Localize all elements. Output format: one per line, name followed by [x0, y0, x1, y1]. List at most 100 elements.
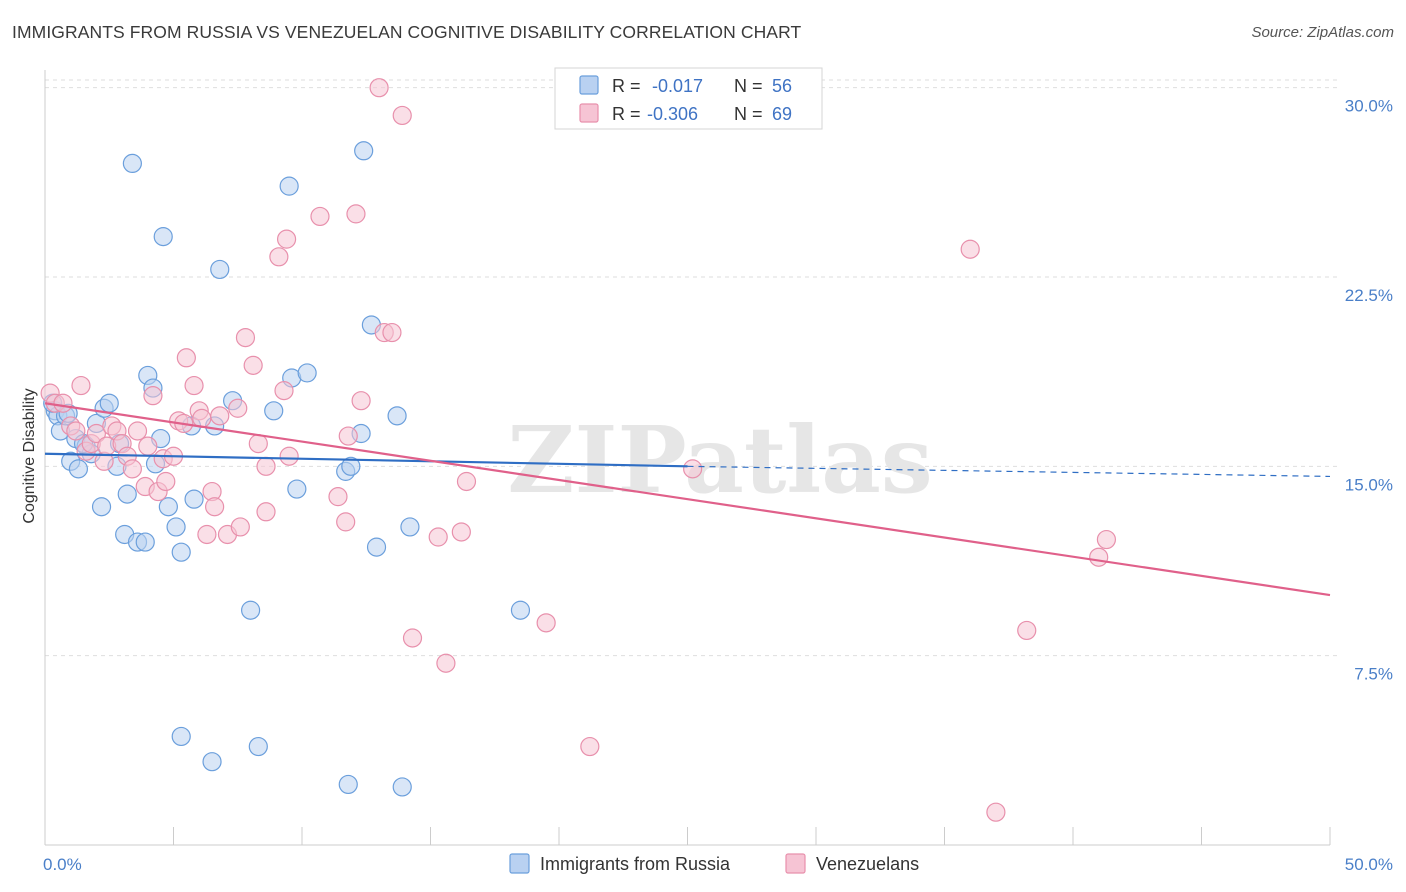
watermark: ZIPatlas: [507, 406, 932, 514]
legend-r-label-1: R =: [612, 76, 641, 96]
point-s1-45: [279, 446, 299, 466]
trend-line-russia: [44, 452, 688, 468]
point-s1-27: [184, 375, 204, 396]
point-s1-5: [71, 375, 91, 396]
point-s0-10: [91, 497, 112, 517]
point-s0-35: [241, 600, 261, 620]
point-s1-35: [228, 398, 248, 418]
bottom-legend-swatch-russia: [509, 853, 530, 874]
point-s0-16: [117, 484, 137, 504]
series-legend: Immigrants from Russia Venezuelans: [509, 853, 919, 874]
x-tick-label-right: 50.0%: [1345, 855, 1393, 874]
bottom-legend-swatch-venezuelans: [785, 853, 806, 874]
point-s1-42: [269, 247, 289, 267]
point-s0-37: [264, 401, 284, 421]
legend-n-value-1: 56: [772, 76, 792, 96]
point-s0-17: [122, 153, 142, 174]
point-s1-22: [156, 471, 176, 492]
point-s1-62: [580, 736, 600, 757]
point-s0-49: [387, 406, 407, 426]
point-s0-30: [184, 489, 204, 509]
bottom-legend-label-venezuelans: Venezuelans: [816, 854, 919, 874]
point-s1-68: [1096, 529, 1117, 550]
point-s1-66: [1017, 620, 1037, 641]
point-s0-19: [135, 532, 155, 552]
point-s0-25: [158, 497, 178, 517]
point-s1-4: [66, 421, 86, 441]
y-tick-label-2: 22.5%: [1345, 286, 1393, 305]
point-s0-26: [166, 517, 186, 537]
point-s0-40: [287, 479, 307, 499]
legend-n-label-2: N =: [734, 104, 763, 124]
legend-n-value-2: 69: [772, 104, 792, 124]
point-s0-50: [392, 777, 412, 797]
point-s1-44: [276, 229, 297, 249]
series-venezuelans: [40, 78, 1117, 822]
point-s1-19: [143, 386, 163, 406]
legend-r-value-1: -0.017: [652, 76, 703, 96]
point-s0-41: [297, 363, 317, 383]
point-s1-60: [456, 471, 477, 492]
legend-n-label-1: N =: [734, 76, 763, 96]
point-s0-52: [510, 600, 531, 620]
point-s1-36: [230, 517, 250, 537]
y-axis-label: Cognitive Disability: [21, 388, 38, 523]
tick-labels: 7.5% 15.0% 22.5% 30.0% 0.0% 50.0%: [43, 97, 1393, 874]
trend-lines: [44, 402, 1331, 597]
point-s0-43: [338, 774, 358, 795]
point-s0-28: [171, 726, 191, 747]
point-s1-61: [536, 613, 556, 633]
point-s0-6: [68, 459, 89, 479]
trend-line-russia-extension: [687, 465, 1331, 478]
point-s1-15: [122, 459, 142, 479]
stats-legend: R = -0.017 N = 56 R = -0.306 N = 69: [554, 67, 823, 130]
legend-r-value-2: -0.306: [647, 104, 698, 124]
y-tick-label-3: 30.0%: [1345, 97, 1393, 116]
point-s1-58: [436, 653, 456, 673]
point-s0-33: [210, 259, 230, 280]
point-s1-50: [346, 204, 366, 224]
point-s1-41: [256, 502, 276, 522]
point-s1-8: [86, 423, 107, 444]
point-s1-37: [235, 327, 256, 348]
point-s1-67: [1089, 547, 1109, 567]
legend-swatch-russia: [579, 75, 599, 95]
point-s1-26: [176, 348, 196, 368]
trend-line-venezuelans: [44, 402, 1331, 597]
point-s0-51: [400, 517, 420, 537]
point-s1-51: [351, 391, 371, 411]
point-s1-46: [310, 206, 330, 227]
point-s1-59: [451, 522, 471, 542]
grid-lines: [45, 79, 1338, 657]
point-s1-57: [428, 527, 448, 547]
point-s1-49: [338, 426, 358, 446]
point-s1-52: [369, 78, 389, 98]
bottom-legend-label-russia: Immigrants from Russia: [540, 854, 731, 874]
point-s1-48: [336, 512, 356, 532]
chart-source: Source: ZipAtlas.com: [1251, 24, 1394, 41]
point-s0-46: [354, 141, 374, 161]
point-s1-54: [382, 322, 402, 343]
axes: [44, 70, 1331, 846]
point-s1-39: [248, 434, 268, 454]
point-s0-31: [202, 752, 222, 772]
point-s1-40: [256, 456, 276, 476]
point-s1-64: [960, 239, 980, 259]
point-s1-63: [683, 459, 703, 479]
point-s1-38: [243, 355, 263, 375]
point-s1-47: [328, 487, 348, 507]
point-s1-18: [138, 436, 158, 456]
point-s1-2: [53, 393, 73, 413]
point-s0-12: [99, 393, 119, 413]
point-s1-32: [205, 497, 225, 517]
x-tick-label-left: 0.0%: [43, 855, 82, 874]
point-s1-33: [210, 406, 230, 426]
point-s0-27: [171, 542, 191, 562]
point-s0-44: [341, 456, 361, 476]
point-s0-24: [153, 227, 173, 247]
y-tick-label-0: 7.5%: [1354, 665, 1393, 684]
point-s0-48: [366, 537, 387, 557]
y-tick-label-1: 15.0%: [1345, 475, 1393, 494]
point-s0-38: [279, 176, 299, 196]
